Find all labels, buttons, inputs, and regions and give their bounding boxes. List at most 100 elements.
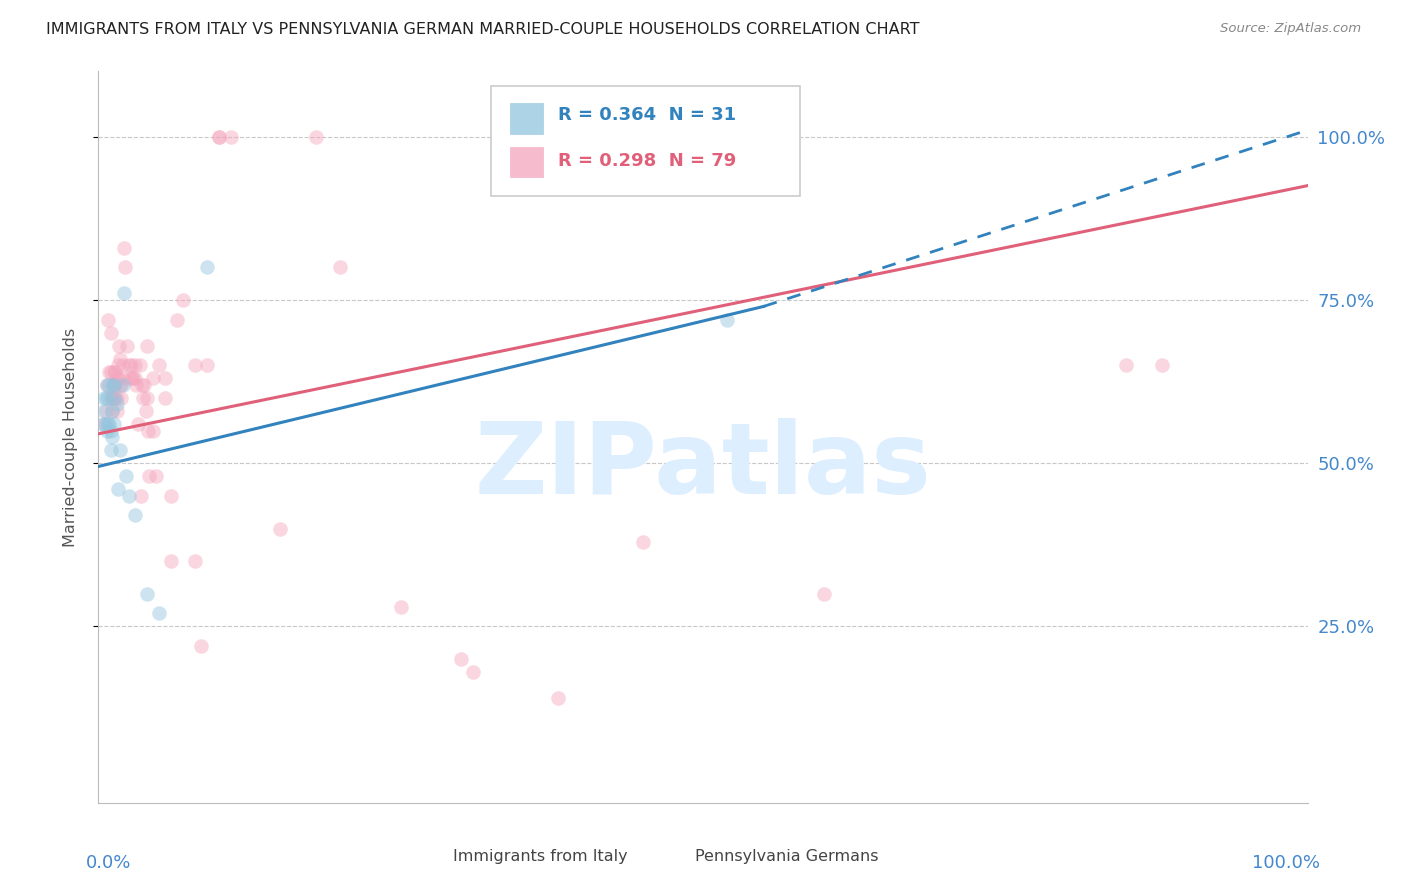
Point [208, 129, 231, 144]
Point [98, 417, 121, 431]
Point [97, 417, 120, 431]
Point [105, 371, 128, 385]
Point [631, 534, 654, 549]
Point [108, 377, 131, 392]
Point [96, 377, 118, 392]
Point [124, 358, 146, 372]
Point [108, 351, 131, 366]
Point [101, 377, 124, 392]
Point [221, 129, 243, 144]
Point [93, 417, 115, 431]
Point [269, 521, 291, 535]
Point [100, 404, 122, 418]
Point [103, 377, 125, 392]
Point [100, 365, 122, 379]
Point [148, 358, 170, 372]
Point [135, 587, 157, 601]
Point [103, 377, 125, 392]
Point [101, 391, 124, 405]
Point [105, 391, 128, 405]
Y-axis label: Married-couple Households: Married-couple Households [63, 327, 77, 547]
Point [195, 260, 218, 275]
Point [91, 417, 114, 431]
Point [134, 377, 156, 392]
Point [208, 129, 231, 144]
Point [122, 371, 145, 385]
Point [112, 241, 135, 255]
Point [160, 489, 183, 503]
Point [329, 260, 352, 275]
Text: Pennsylvania Germans: Pennsylvania Germans [695, 849, 877, 864]
Point [115, 469, 138, 483]
Text: 0.0%: 0.0% [86, 854, 132, 872]
Point [97, 312, 120, 326]
Point [121, 371, 143, 385]
Point [172, 293, 194, 307]
Point [114, 260, 136, 275]
Point [135, 391, 157, 405]
Point [184, 554, 207, 568]
Point [103, 391, 125, 405]
Point [135, 338, 157, 352]
Point [1115, 358, 1137, 372]
Point [195, 358, 218, 372]
Text: 100.0%: 100.0% [1251, 854, 1320, 872]
Bar [509, 146, 543, 178]
Point [103, 417, 125, 431]
Point [136, 424, 159, 438]
Point [132, 391, 155, 405]
Point [450, 652, 472, 666]
Point [305, 129, 328, 144]
Point [389, 599, 412, 614]
Point [104, 377, 127, 392]
Point [100, 404, 122, 418]
Point [100, 424, 122, 438]
Point [112, 286, 135, 301]
Point [118, 489, 141, 503]
Point [142, 371, 165, 385]
Point [101, 377, 124, 392]
Point [129, 489, 152, 503]
Point [135, 404, 157, 418]
Point [94, 417, 117, 431]
Point [153, 391, 176, 405]
Point [98, 377, 121, 392]
Point [98, 365, 121, 379]
Point [107, 483, 129, 497]
Point [166, 312, 188, 326]
Point [94, 391, 117, 405]
Point [127, 417, 149, 431]
Point [117, 338, 139, 352]
Point [108, 338, 131, 352]
Point [111, 358, 134, 372]
Point [124, 371, 146, 385]
Point [160, 554, 183, 568]
Point [463, 665, 485, 680]
Point [107, 371, 129, 385]
Point [1152, 358, 1174, 372]
Point [96, 424, 118, 438]
Point [93, 404, 115, 418]
Point [97, 391, 120, 405]
Point [111, 371, 134, 385]
Point [120, 358, 142, 372]
Point [128, 358, 150, 372]
Point [138, 469, 160, 483]
Point [110, 391, 132, 405]
Point [111, 377, 134, 392]
Point [107, 358, 129, 372]
FancyBboxPatch shape [492, 86, 800, 195]
Point [108, 443, 131, 458]
Text: Immigrants from Italy: Immigrants from Italy [453, 849, 627, 864]
Point [94, 404, 117, 418]
Point [96, 377, 118, 392]
Point [100, 326, 122, 340]
Text: R = 0.364  N = 31: R = 0.364 N = 31 [558, 106, 735, 124]
Point [148, 607, 170, 621]
Point [118, 371, 141, 385]
Point [124, 508, 146, 523]
Point [103, 365, 125, 379]
Point [184, 358, 207, 372]
Point [145, 469, 167, 483]
Text: R = 0.298  N = 79: R = 0.298 N = 79 [558, 152, 737, 169]
